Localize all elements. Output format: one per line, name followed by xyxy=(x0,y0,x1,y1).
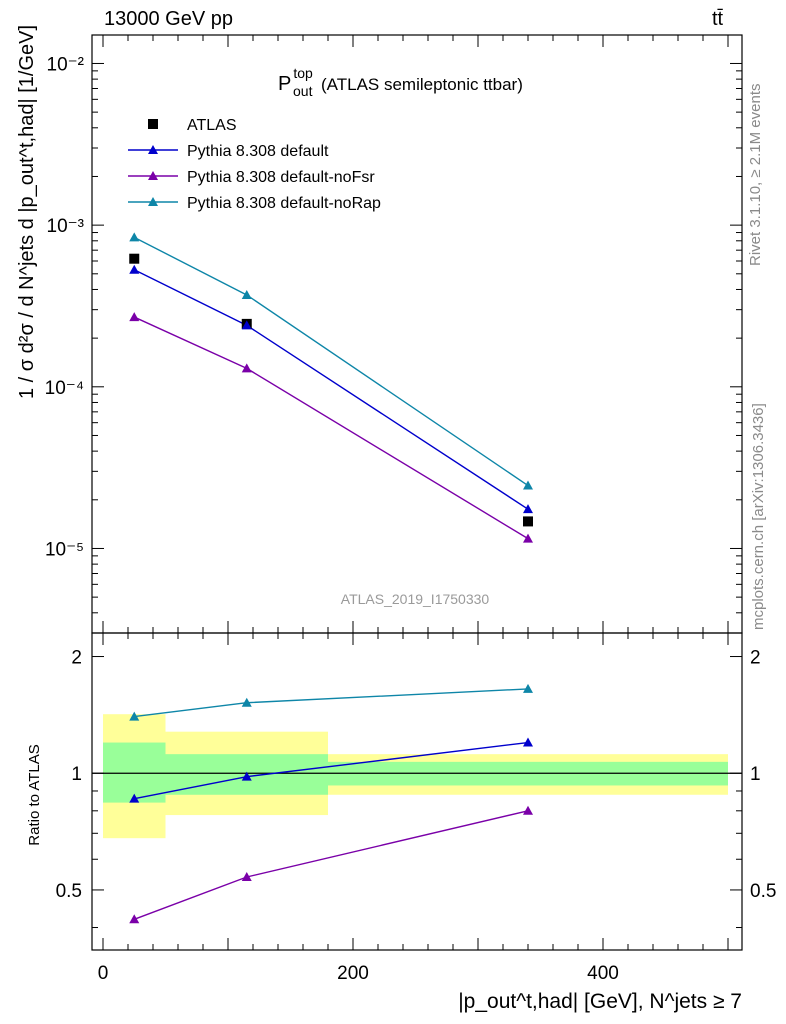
energy-label: 13000 GeV pp xyxy=(104,8,233,30)
ratio-series-line xyxy=(134,810,529,920)
main-y-tick-label: 10⁻³ xyxy=(47,216,85,237)
legend-label: Pythia 8.308 default-noRap xyxy=(187,195,381,212)
ratio-series-point xyxy=(241,871,252,881)
x-tick-label: 200 xyxy=(337,963,369,984)
main-series-line xyxy=(133,236,529,487)
process-label: tt̄ xyxy=(712,8,724,30)
ratio-y-tick-label-left: 1 xyxy=(71,764,82,785)
ratio-series-point xyxy=(241,771,252,781)
main-series-point xyxy=(523,504,533,514)
main-series-line xyxy=(133,269,529,510)
legend-label: Pythia 8.308 default xyxy=(187,143,329,160)
x-tick-label: 0 xyxy=(98,963,109,984)
x-axis-label: |p_out^t,had| [GeV], N^jets ≥ 7 xyxy=(458,990,742,1013)
main-series-point xyxy=(241,289,252,299)
legend-label: ATLAS xyxy=(187,117,237,134)
main-y-axis-label: 1 / σ d²σ / d N^jets d |p_out^t,had| [1/… xyxy=(16,25,38,399)
ratio-series-point xyxy=(523,683,533,693)
ratio-y-tick-label-right: 1 xyxy=(750,764,761,785)
ratio-y-tick-label-right: 2 xyxy=(750,648,761,669)
uncertainty-band-inner xyxy=(103,742,166,803)
ratio-y-tick-label-right: 0.5 xyxy=(750,881,776,902)
ratio-series-point xyxy=(129,711,140,721)
ratio-series-point xyxy=(129,793,140,803)
x-tick-label: 400 xyxy=(587,963,619,984)
main-series-point xyxy=(129,312,140,322)
main-series-point xyxy=(241,320,252,330)
main-y-tick-label: 10⁻⁵ xyxy=(45,539,84,560)
ratio-series-point xyxy=(523,737,533,747)
analysis-id-label: ATLAS_2019_I1750330 xyxy=(341,591,490,607)
main-y-tick-label: 10⁻⁴ xyxy=(45,378,84,399)
main-series-point xyxy=(129,264,140,274)
main-series-point xyxy=(129,232,140,242)
legend-label: Pythia 8.308 default-noFsr xyxy=(187,169,375,186)
ratio-series-point xyxy=(523,805,533,815)
main-series-point xyxy=(523,480,533,490)
ratio-y-tick-label-left: 0.5 xyxy=(56,881,82,902)
ratio-panel-frame xyxy=(91,632,743,951)
legend-marker xyxy=(148,145,158,154)
main-series-point xyxy=(523,533,533,543)
data-point xyxy=(523,516,533,527)
legend-marker-data xyxy=(148,119,158,129)
legend-marker xyxy=(148,171,158,180)
ratio-y-tick-label-left: 2 xyxy=(71,648,82,669)
main-series-point xyxy=(241,363,252,373)
ratio-series-line xyxy=(134,688,529,718)
ratio-y-axis-label: Ratio to ATLAS xyxy=(26,744,43,845)
legend-marker xyxy=(148,197,158,206)
data-point xyxy=(129,253,140,264)
ratio-series-point xyxy=(241,697,252,707)
main-series-line xyxy=(133,316,529,540)
ratio-series-point xyxy=(129,914,140,924)
main-y-tick-label: 10⁻² xyxy=(47,54,85,75)
